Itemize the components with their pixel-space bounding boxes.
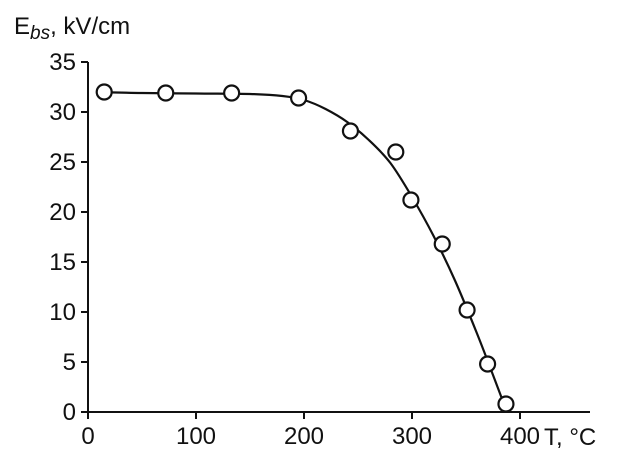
data-point — [290, 89, 308, 107]
fit-curve — [98, 90, 509, 413]
fit-curve-layer — [98, 90, 509, 413]
data-point — [433, 235, 451, 253]
y-tick-label: 25 — [49, 149, 76, 176]
x-tick-label: 400 — [500, 423, 540, 450]
y-tick-label: 30 — [49, 99, 76, 126]
data-point — [497, 395, 515, 413]
data-points-layer — [95, 83, 515, 413]
y-axis-title-subscript: bs — [30, 23, 51, 44]
data-point — [341, 122, 360, 140]
data-point — [479, 355, 497, 373]
x-tick-label: 300 — [392, 423, 432, 450]
y-tick-label: 10 — [49, 299, 76, 326]
axes: 0 100 200 300 400 0 5 10 15 20 25 30 35 — [49, 49, 590, 450]
data-point — [223, 84, 241, 102]
x-axis-title: T, °C — [544, 424, 596, 451]
y-axis-title-symbol: E — [14, 13, 30, 40]
data-point — [95, 83, 113, 101]
y-tick-label: 5 — [63, 349, 76, 376]
data-point — [387, 143, 405, 161]
y-tick-label: 15 — [49, 249, 76, 276]
x-tick-label: 0 — [81, 423, 94, 450]
y-tick-label: 20 — [49, 199, 76, 226]
y-tick-label: 0 — [63, 399, 76, 426]
x-tick-label: 200 — [284, 423, 324, 450]
y-axis-title-unit: , kV/cm — [50, 13, 130, 40]
y-axis-title: Ebs, kV/cm — [14, 13, 130, 44]
data-point — [157, 84, 175, 102]
data-point — [402, 191, 420, 209]
x-tick-label: 100 — [176, 423, 216, 450]
y-tick-label: 35 — [49, 49, 76, 76]
data-point — [458, 301, 476, 319]
